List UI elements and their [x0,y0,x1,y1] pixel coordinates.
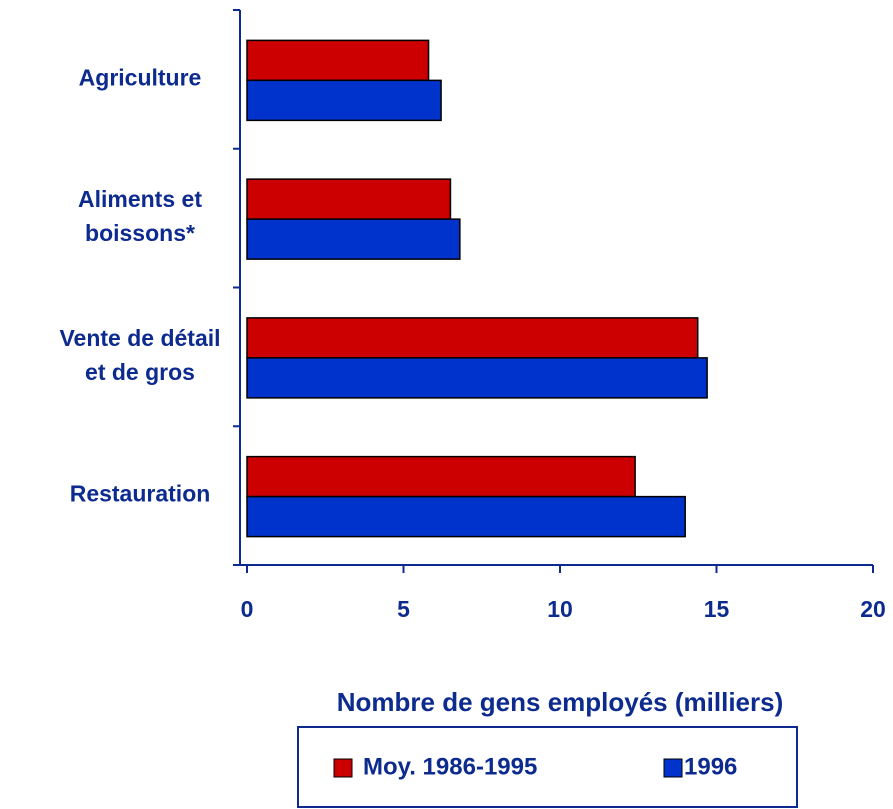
bar [246,357,708,399]
bar [246,495,686,538]
category-label: Vente de détail et de gros [59,325,220,385]
bar [246,178,452,220]
x-tick-label: 10 [547,596,573,622]
legend-box [297,726,798,808]
x-axis-title: Nombre de gens employés (milliers) [337,687,783,717]
bar [246,455,636,498]
bar [246,79,442,122]
x-tick-label: 15 [704,596,730,622]
bar [246,218,461,260]
legend-label: 1996 [684,753,737,780]
category-label: Restauration [70,481,211,507]
category-label: Aliments et boissons* [78,186,202,246]
legend-label: Moy. 1986-1995 [363,753,537,780]
x-tick-label: 5 [397,596,410,622]
x-tick-label: 20 [860,596,886,622]
legend-swatch [333,758,353,778]
legend-swatch [663,758,683,778]
bar [246,39,430,82]
bar [246,317,699,359]
x-tick-label: 0 [241,596,254,622]
category-label: Agriculture [79,64,202,90]
